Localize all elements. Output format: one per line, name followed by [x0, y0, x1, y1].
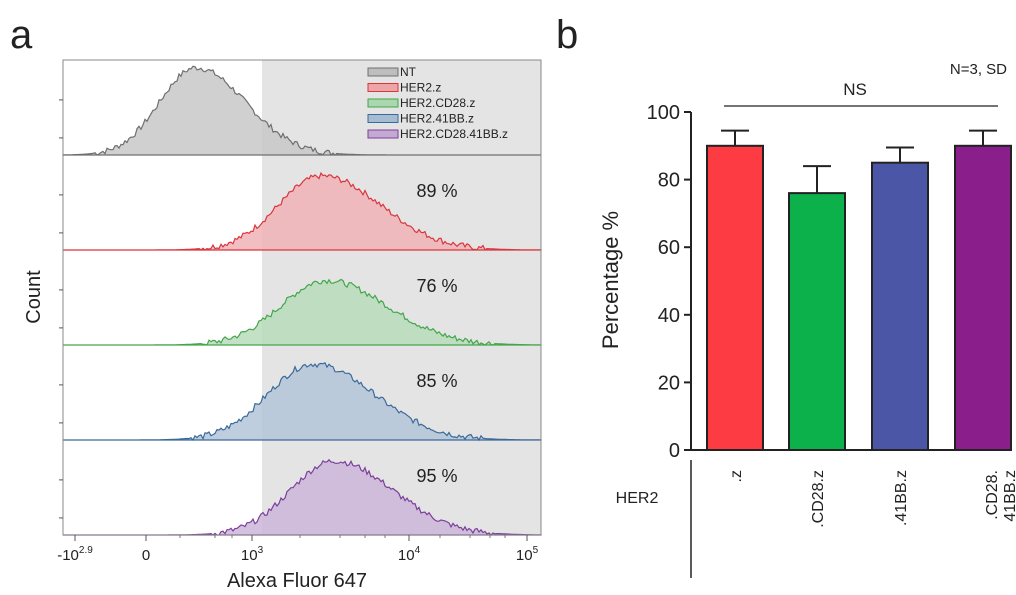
percent-label: 85 %	[416, 371, 457, 391]
legend-swatch	[367, 98, 399, 108]
y-tick-label: 60	[658, 237, 680, 259]
legend-label: HER2.41BB.z	[400, 112, 474, 126]
percent-label: 95 %	[416, 466, 457, 486]
legend-swatch	[367, 67, 399, 77]
legend-label: HER2.CD28.41BB.z	[400, 127, 508, 141]
sample-size-annotation: N=3, SD	[950, 61, 1007, 78]
x-tick-label: 103	[241, 545, 264, 564]
category-label: .z	[728, 470, 745, 482]
y-tick-label: 20	[658, 372, 680, 394]
histogram-y-axis-label: Count	[23, 270, 45, 324]
legend-label: HER2.CD28.z	[400, 96, 475, 110]
category-label: .CD28.z	[810, 470, 827, 528]
panel-b-label: b	[556, 13, 578, 57]
bar-1	[706, 144, 764, 452]
group-label: HER2	[616, 490, 659, 507]
bar-2	[788, 192, 846, 451]
y-tick-label: 80	[658, 170, 680, 192]
histogram-frame	[62, 59, 542, 536]
percent-label: 76 %	[416, 276, 457, 296]
bar-4	[954, 144, 1012, 452]
x-tick-label: -102.9	[57, 545, 93, 564]
y-tick-label: 100	[647, 102, 680, 124]
percent-label: 89 %	[416, 181, 457, 201]
legend-label: NT	[400, 65, 417, 79]
y-tick-label: 40	[658, 305, 680, 327]
bar-panel: 0 20 40 60 80 100 .z .CD28.z .41BB.z .CD28.41BB.z	[647, 102, 1016, 578]
legend-swatch	[367, 129, 399, 139]
histogram-panel: 89 % 76 % 85 % 95 % -102.9 0 103 104 105 NT HER2.z…	[57, 59, 542, 564]
panel-a-label: a	[10, 13, 33, 57]
x-tick-label: 105	[516, 545, 539, 564]
y-tick-label: 0	[669, 440, 680, 462]
x-tick-label: 104	[398, 545, 421, 564]
bar-3	[871, 161, 929, 451]
legend-swatch	[367, 83, 399, 92]
legend-label: HER2.z	[400, 81, 441, 95]
significance-label: NS	[843, 80, 867, 99]
category-label: .CD28.41BB.z	[984, 470, 1016, 522]
histogram-x-axis-label: Alexa Fluor 647	[227, 570, 367, 592]
category-label: .41BB.z	[893, 470, 910, 526]
legend-swatch	[367, 114, 399, 123]
bar-y-axis-label: Percentage %	[598, 211, 623, 349]
x-tick-label: 0	[142, 547, 150, 564]
